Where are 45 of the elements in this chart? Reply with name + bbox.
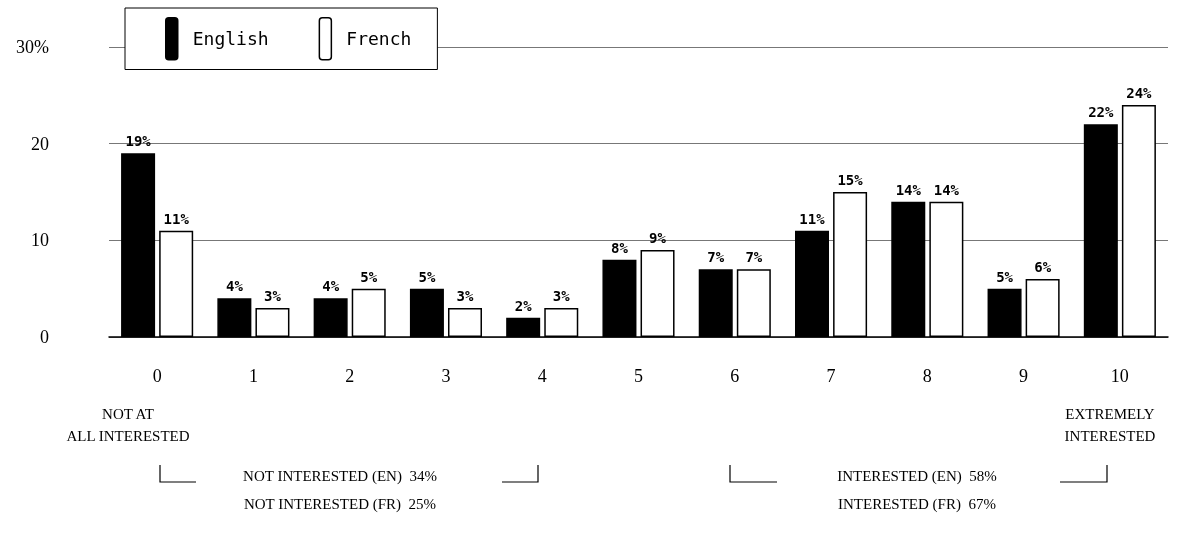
- x-tick-label: 10: [1110, 366, 1129, 386]
- data-label: 24%: [1126, 85, 1153, 101]
- y-tick-label: 30%: [16, 37, 49, 57]
- text: NOT INTERESTED (EN) 34%: [243, 468, 437, 485]
- data-label: 5%: [418, 268, 436, 285]
- data-label: 3%: [552, 288, 571, 304]
- data-label: 11%: [799, 210, 826, 227]
- x-tick-label: 9: [1019, 366, 1029, 386]
- data-label: 3%: [456, 288, 474, 304]
- data-label: 3%: [264, 288, 282, 304]
- text: INTERESTED (EN) 58%: [837, 468, 997, 485]
- x-tick-label: 4: [537, 366, 547, 386]
- data-label: 19%: [125, 133, 152, 150]
- text: INTERESTED (FR) 67%: [838, 496, 996, 513]
- x-tick-label: 1: [248, 366, 258, 386]
- legend-label: French: [346, 28, 412, 50]
- data-label: 14%: [895, 181, 922, 198]
- y-tick-label: 20: [31, 133, 49, 154]
- y-tick-label: 0: [40, 327, 49, 347]
- text: NOT INTERESTED (FR) 25%: [243, 496, 437, 513]
- data-label: 15%: [837, 172, 864, 188]
- data-label: 2%: [514, 297, 533, 314]
- text: NOT AT ALL INTERESTED: [66, 406, 190, 444]
- data-label: 4%: [322, 278, 340, 295]
- data-label: 7%: [707, 249, 725, 266]
- text: EXTREMELY INTERESTED: [1064, 406, 1156, 444]
- data-label: 14%: [933, 181, 960, 198]
- x-tick-label: 5: [634, 366, 643, 386]
- x-tick-label: 3: [441, 366, 451, 386]
- data-label: 22%: [1088, 104, 1115, 121]
- x-tick-label: 8: [922, 366, 932, 386]
- data-label: 11%: [163, 210, 190, 227]
- data-label: 5%: [996, 268, 1014, 285]
- data-label: 4%: [225, 278, 244, 295]
- data-label: 8%: [611, 239, 629, 256]
- legend-label: English: [192, 28, 269, 50]
- x-tick-label: 2: [345, 366, 355, 386]
- x-tick-label: 0: [152, 366, 162, 386]
- x-tick-label: 6: [730, 366, 740, 386]
- data-label: 7%: [745, 249, 763, 266]
- x-tick-label: 7: [826, 366, 836, 386]
- data-label: 5%: [360, 268, 378, 285]
- data-label: 9%: [649, 230, 667, 246]
- y-tick-label: 10: [31, 230, 49, 251]
- data-label: 6%: [1034, 259, 1052, 275]
